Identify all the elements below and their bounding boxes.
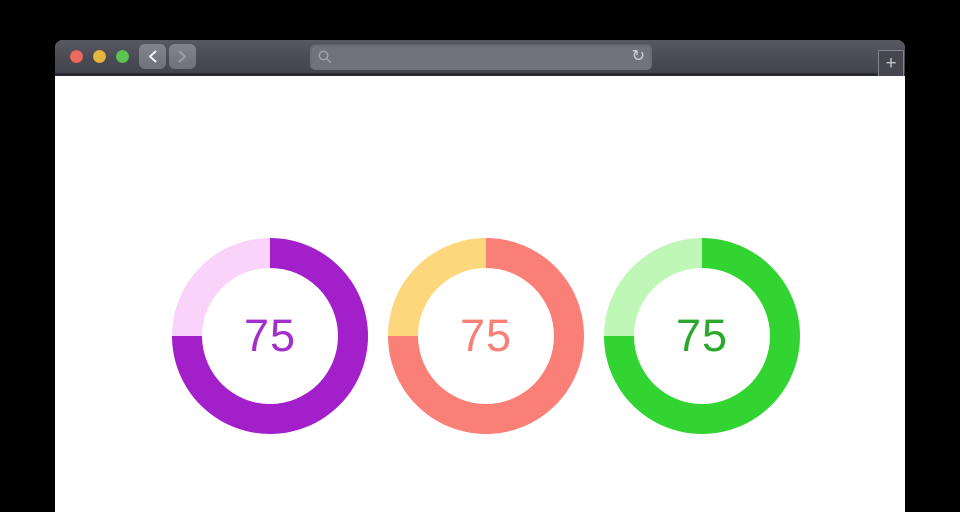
nav-buttons: [139, 44, 196, 69]
page-content: 75 75 75: [55, 76, 905, 512]
back-button[interactable]: [139, 44, 166, 69]
traffic-lights: [70, 50, 129, 63]
chevron-left-icon: [148, 50, 157, 63]
donut-chart-purple: 75: [172, 238, 368, 434]
browser-window: ↻ + 75 75 75: [55, 40, 905, 512]
address-bar[interactable]: ↻: [310, 44, 652, 70]
reload-icon[interactable]: ↻: [631, 48, 645, 65]
close-window-button[interactable]: [70, 50, 83, 63]
address-input[interactable]: [332, 44, 632, 70]
donut-charts-row: 75 75 75: [61, 76, 905, 434]
donut-chart-green: 75: [604, 238, 800, 434]
zoom-window-button[interactable]: [116, 50, 129, 63]
donut-value-purple: 75: [243, 310, 297, 361]
donut-value-green: 75: [675, 310, 729, 361]
donut-chart-coral: 75: [388, 238, 584, 434]
minimize-window-button[interactable]: [93, 50, 106, 63]
donut-value-coral: 75: [459, 310, 513, 361]
search-icon: [318, 50, 332, 64]
forward-button[interactable]: [169, 44, 196, 69]
browser-toolbar: ↻ +: [55, 40, 905, 78]
new-tab-button[interactable]: +: [878, 50, 904, 78]
chevron-right-icon: [178, 50, 187, 63]
